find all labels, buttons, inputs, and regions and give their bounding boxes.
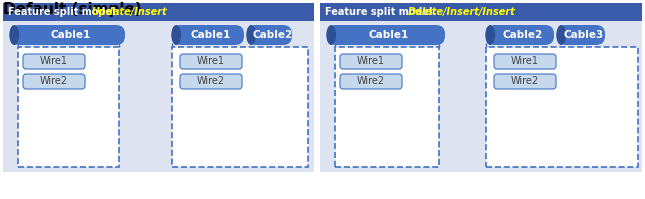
Text: Wire2: Wire2 xyxy=(357,76,385,87)
Text: Wire1: Wire1 xyxy=(511,57,539,66)
Text: Wire2: Wire2 xyxy=(511,76,539,87)
Bar xyxy=(3,3,314,172)
FancyBboxPatch shape xyxy=(494,74,556,89)
Text: Cable1: Cable1 xyxy=(50,30,91,40)
Text: Wire1: Wire1 xyxy=(197,57,225,66)
Bar xyxy=(172,47,308,167)
Text: Cable2: Cable2 xyxy=(503,30,543,40)
FancyBboxPatch shape xyxy=(23,74,85,89)
Text: Wire2: Wire2 xyxy=(40,76,68,87)
FancyBboxPatch shape xyxy=(327,25,445,45)
Ellipse shape xyxy=(326,25,336,45)
Bar xyxy=(320,3,642,21)
Text: Wire2: Wire2 xyxy=(197,76,225,87)
Text: Cable3: Cable3 xyxy=(564,30,604,40)
FancyBboxPatch shape xyxy=(494,54,556,69)
FancyBboxPatch shape xyxy=(486,25,554,45)
Ellipse shape xyxy=(246,25,256,45)
FancyBboxPatch shape xyxy=(180,54,242,69)
Ellipse shape xyxy=(485,25,495,45)
Text: Cable2: Cable2 xyxy=(252,30,293,40)
Text: Feature split model:: Feature split model: xyxy=(325,7,440,17)
Bar xyxy=(3,3,314,21)
Text: Wire1: Wire1 xyxy=(40,57,68,66)
Ellipse shape xyxy=(9,25,19,45)
Text: Update/Insert: Update/Insert xyxy=(91,7,166,17)
FancyBboxPatch shape xyxy=(557,25,605,45)
Bar xyxy=(18,47,119,167)
FancyBboxPatch shape xyxy=(180,74,242,89)
FancyBboxPatch shape xyxy=(247,25,292,45)
Ellipse shape xyxy=(556,25,566,45)
Bar xyxy=(320,3,642,172)
Text: Wire1: Wire1 xyxy=(357,57,385,66)
Text: Feature split model:: Feature split model: xyxy=(8,7,123,17)
Text: Delete/Insert/Insert: Delete/Insert/Insert xyxy=(408,7,516,17)
FancyBboxPatch shape xyxy=(10,25,125,45)
Text: Cable1: Cable1 xyxy=(369,30,409,40)
FancyBboxPatch shape xyxy=(23,54,85,69)
FancyBboxPatch shape xyxy=(340,54,402,69)
Text: Cable1: Cable1 xyxy=(191,30,231,40)
FancyBboxPatch shape xyxy=(172,25,244,45)
Ellipse shape xyxy=(172,25,181,45)
Text: Default (simple): Default (simple) xyxy=(3,2,142,17)
Bar xyxy=(486,47,638,167)
FancyBboxPatch shape xyxy=(340,74,402,89)
Bar xyxy=(335,47,439,167)
